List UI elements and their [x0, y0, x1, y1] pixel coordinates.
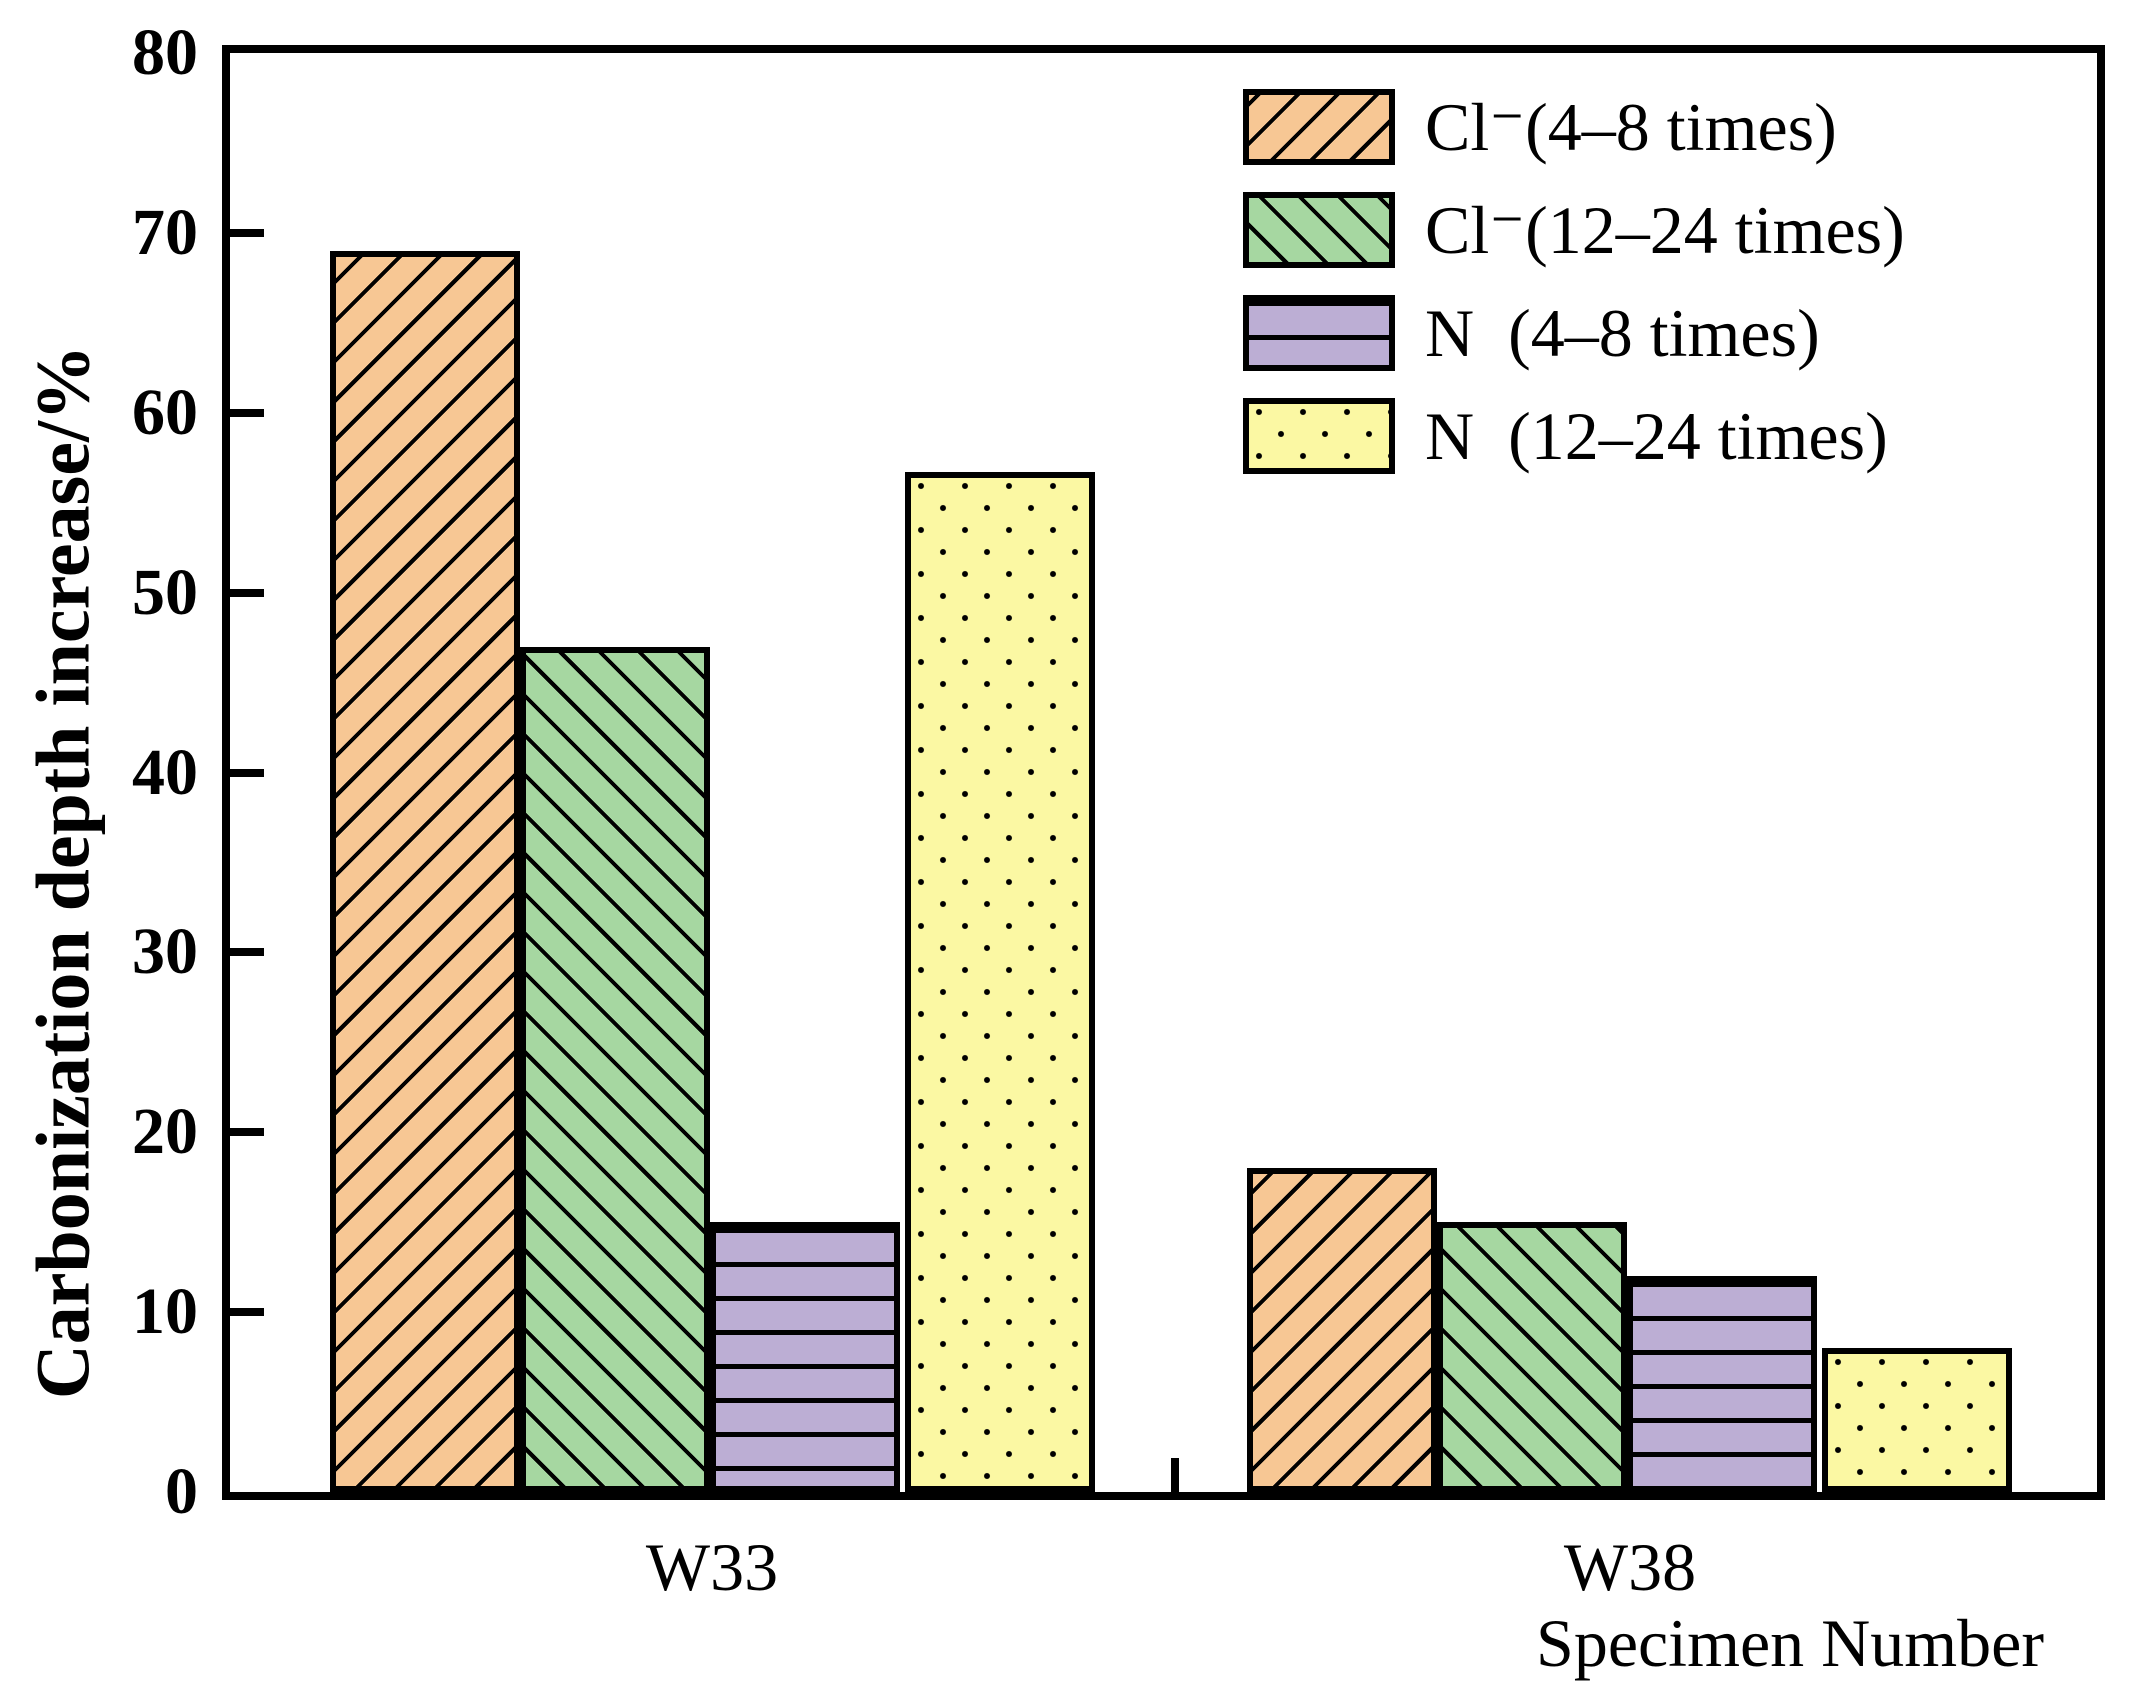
- y-tick-mark: [230, 588, 264, 597]
- x-tick-mark: [1171, 1458, 1179, 1492]
- y-tick-label: 70: [132, 195, 198, 269]
- y-tick-label: 60: [132, 375, 198, 449]
- legend-row: N (4–8 times): [1243, 295, 1905, 371]
- legend-swatch-n-12-24-icon: [1243, 398, 1395, 474]
- plot-area: [222, 45, 2105, 1500]
- y-tick-label: 0: [165, 1455, 198, 1528]
- legend-label: N (4–8 times): [1425, 294, 1820, 371]
- bar-w33-series-1: [330, 250, 520, 1492]
- y-tick-label: 30: [132, 915, 198, 989]
- legend-label: Cl⁻(12–24 times): [1425, 191, 1905, 268]
- legend-row: N (12–24 times): [1243, 398, 1905, 474]
- y-tick-label: 50: [132, 555, 198, 629]
- bar-w33-series-3: [710, 1222, 900, 1492]
- y-tick-label: 20: [132, 1095, 198, 1169]
- bar-w38-series-1: [1247, 1168, 1437, 1492]
- legend: Cl⁻(4–8 times) Cl⁻(12–24 times) N (4–8 t…: [1243, 89, 1905, 474]
- legend-swatch-n-4-8-icon: [1243, 295, 1395, 371]
- y-tick-mark: [230, 1308, 264, 1317]
- bar-w33-series-2: [520, 646, 710, 1492]
- x-category-label-w33: W33: [645, 1529, 779, 1605]
- legend-row: Cl⁻(12–24 times): [1243, 192, 1905, 268]
- bar-w38-series-4: [1822, 1348, 2012, 1492]
- y-tick-mark: [230, 1128, 264, 1137]
- legend-label: N (12–24 times): [1425, 397, 1888, 474]
- y-tick-mark: [230, 768, 264, 777]
- legend-swatch-cl-4-8-icon: [1243, 89, 1395, 165]
- y-tick-mark: [230, 228, 264, 237]
- legend-swatch-cl-12-24-icon: [1243, 192, 1395, 268]
- bar-w38-series-3: [1627, 1276, 1817, 1492]
- bar-w33-series-4: [905, 472, 1095, 1492]
- y-tick-label: 80: [132, 16, 198, 89]
- y-tick-mark: [230, 408, 264, 417]
- y-tick-label: 40: [132, 735, 198, 809]
- y-tick-mark: [230, 948, 264, 957]
- x-category-label-w38: W38: [1563, 1529, 1697, 1605]
- legend-label: Cl⁻(4–8 times): [1425, 88, 1837, 165]
- bar-w38-series-2: [1437, 1222, 1627, 1492]
- x-axis-title: Specimen Number: [1536, 1605, 2044, 1681]
- legend-row: Cl⁻(4–8 times): [1243, 89, 1905, 165]
- y-axis-title: Carbonization depth increase/%: [21, 344, 106, 1400]
- y-tick-label: 10: [132, 1275, 198, 1349]
